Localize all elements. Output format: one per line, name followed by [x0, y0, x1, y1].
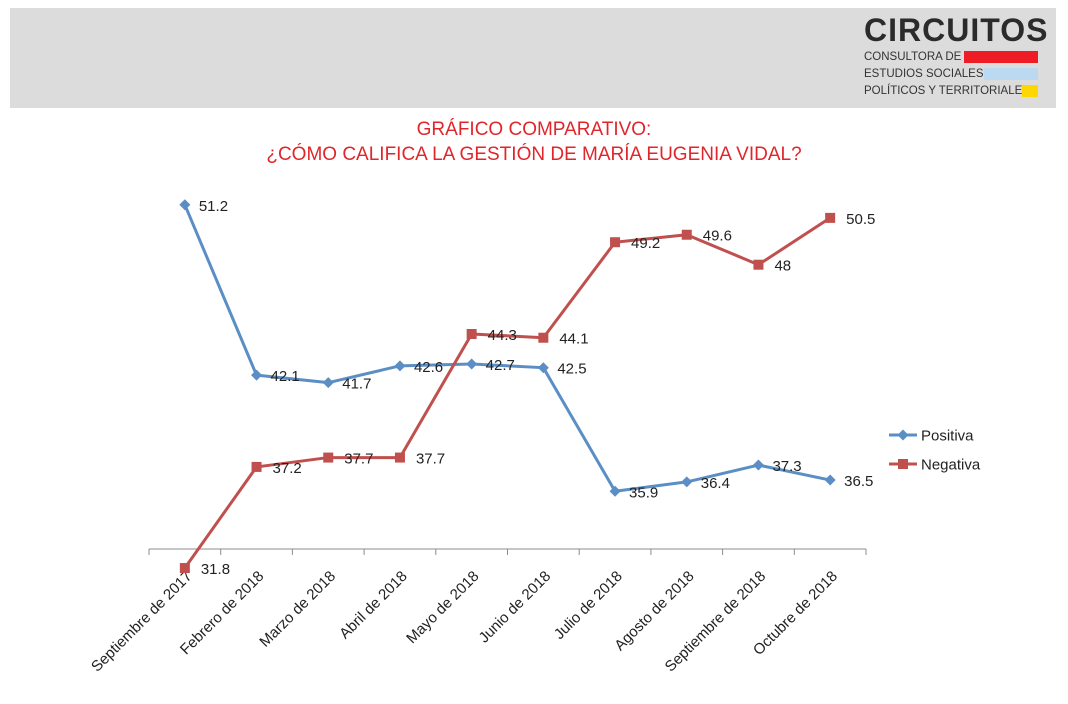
- data-label: 44.1: [559, 331, 588, 348]
- data-label: 42.6: [414, 359, 443, 376]
- data-label: 36.5: [844, 473, 873, 490]
- series-line-negativa: [183, 216, 831, 569]
- chart-subtitle: ¿CÓMO CALIFICA LA GESTIÓN DE MARÍA EUGEN…: [266, 144, 802, 165]
- data-point: [681, 229, 692, 240]
- legend-marker: [898, 459, 908, 469]
- data-label: 41.7: [342, 376, 371, 393]
- data-label: 42.7: [486, 357, 515, 374]
- chart-title: GRÁFICO COMPARATIVO:: [416, 119, 652, 140]
- data-point: [466, 328, 477, 339]
- data-point: [752, 459, 764, 471]
- data-label: 37.7: [344, 451, 373, 468]
- x-tick-label: Julio de 2018: [551, 568, 626, 643]
- header-band: [10, 8, 1056, 108]
- data-point: [538, 332, 549, 343]
- logo-lightblue-bar: [984, 68, 1038, 80]
- data-label: 35.9: [629, 484, 658, 501]
- data-point: [394, 360, 406, 372]
- x-tick-label: Septiembre de 2017: [88, 568, 196, 676]
- x-tick-label: Mayo de 2018: [403, 568, 482, 647]
- data-point: [179, 199, 191, 211]
- data-point: [251, 461, 262, 472]
- data-point: [251, 369, 263, 381]
- data-label: 42.1: [271, 368, 300, 385]
- logo-line-1: CONSULTORA DE: [864, 51, 962, 63]
- logo-red-bar: [964, 51, 1038, 63]
- data-point: [179, 563, 190, 574]
- data-point: [825, 212, 836, 223]
- logo-line-2: ESTUDIOS SOCIALES,: [864, 68, 987, 80]
- legend-label: Negativa: [921, 457, 981, 474]
- data-label: 48: [774, 258, 791, 275]
- data-label: 44.3: [488, 327, 517, 344]
- data-point: [610, 237, 621, 248]
- data-point: [322, 377, 334, 389]
- data-label: 37.7: [416, 451, 445, 468]
- data-label: 51.2: [199, 198, 228, 215]
- logo-yellow-bar: [1022, 85, 1038, 97]
- data-point: [466, 358, 478, 370]
- logo-line-3: POLÍTICOS Y TERRITORIALES: [864, 85, 1030, 97]
- data-label: 36.4: [701, 475, 730, 492]
- data-point: [824, 474, 836, 486]
- data-label: 37.2: [273, 460, 302, 477]
- data-point: [323, 452, 334, 463]
- legend-marker: [897, 429, 909, 441]
- data-point: [537, 362, 549, 374]
- data-label: 49.2: [631, 235, 660, 252]
- data-label: 37.3: [772, 458, 801, 475]
- data-label: 42.5: [557, 361, 586, 378]
- data-label: 49.6: [703, 228, 732, 245]
- series-line-positiva: [183, 204, 831, 493]
- data-point: [681, 476, 693, 488]
- legend-label: Positiva: [921, 428, 974, 445]
- x-tick-label: Marzo de 2018: [256, 568, 339, 651]
- x-tick-label: Abril de 2018: [336, 568, 411, 643]
- data-point: [753, 259, 764, 270]
- data-point: [609, 485, 621, 497]
- data-label: 50.5: [846, 211, 875, 228]
- circuitos-logo: CIRCUITOS CONSULTORA DE ESTUDIOS SOCIALE…: [864, 12, 1047, 104]
- data-point: [394, 452, 405, 463]
- data-label: 31.8: [201, 561, 230, 578]
- logo-title: CIRCUITOS: [864, 12, 1049, 48]
- x-tick-label: Junio de 2018: [476, 568, 555, 647]
